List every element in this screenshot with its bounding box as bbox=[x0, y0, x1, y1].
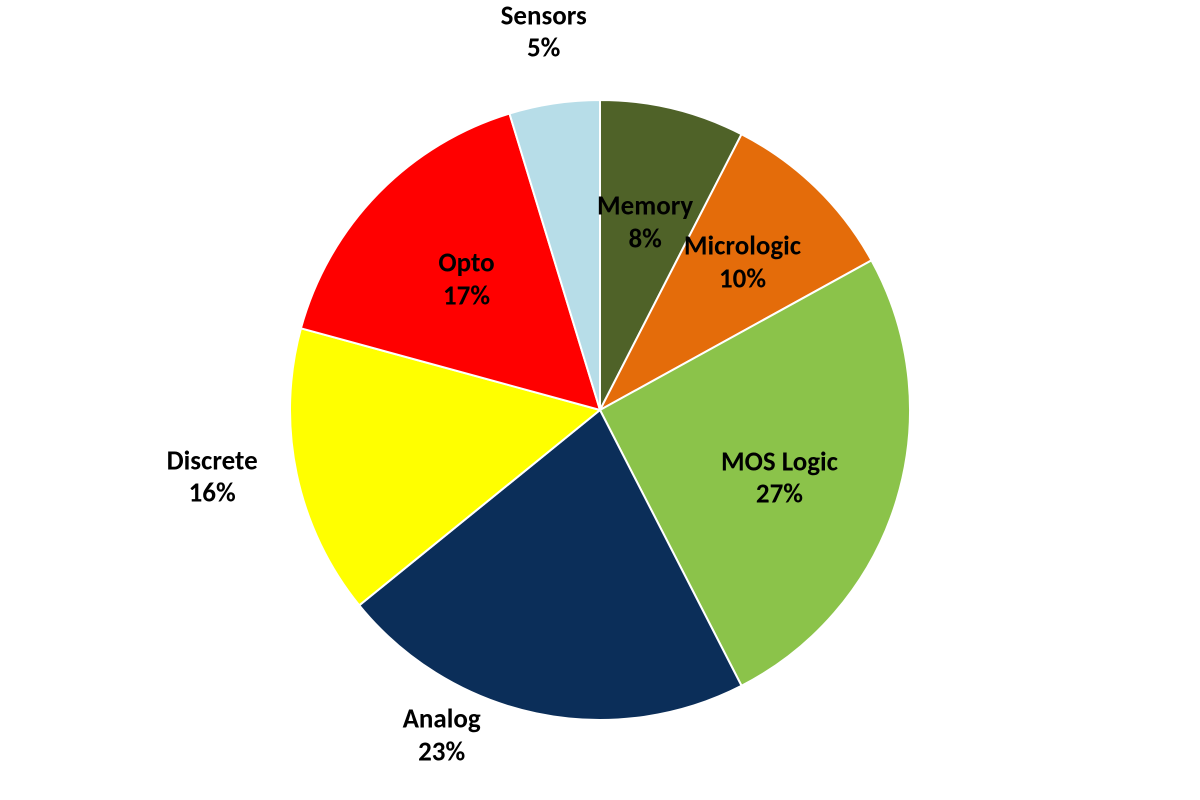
slice-label: Opto17% bbox=[438, 248, 494, 313]
slice-percent: 8% bbox=[597, 223, 693, 255]
slice-percent: 23% bbox=[403, 736, 481, 768]
pie-chart: Memory8%Micrologic10%MOS Logic27%Analog2… bbox=[290, 100, 910, 720]
slice-percent: 5% bbox=[501, 33, 587, 65]
slice-name: Opto bbox=[438, 248, 494, 280]
slice-name: Micrologic bbox=[684, 231, 801, 263]
slice-name: MOS Logic bbox=[721, 446, 838, 478]
slice-label: Memory8% bbox=[597, 191, 693, 256]
slice-label: Analog23% bbox=[403, 704, 481, 769]
slice-label: Micrologic10% bbox=[684, 231, 801, 296]
slice-percent: 17% bbox=[438, 280, 494, 312]
slice-label: Sensors5% bbox=[501, 1, 587, 66]
slice-name: Sensors bbox=[501, 1, 587, 33]
slice-name: Discrete bbox=[167, 445, 258, 477]
slice-name: Analog bbox=[403, 704, 481, 736]
slice-percent: 10% bbox=[684, 263, 801, 295]
slice-percent: 27% bbox=[721, 479, 838, 511]
slice-percent: 16% bbox=[167, 478, 258, 510]
slice-name: Memory bbox=[597, 191, 693, 223]
slice-label: Discrete16% bbox=[167, 445, 258, 510]
slice-label: MOS Logic27% bbox=[721, 446, 838, 511]
